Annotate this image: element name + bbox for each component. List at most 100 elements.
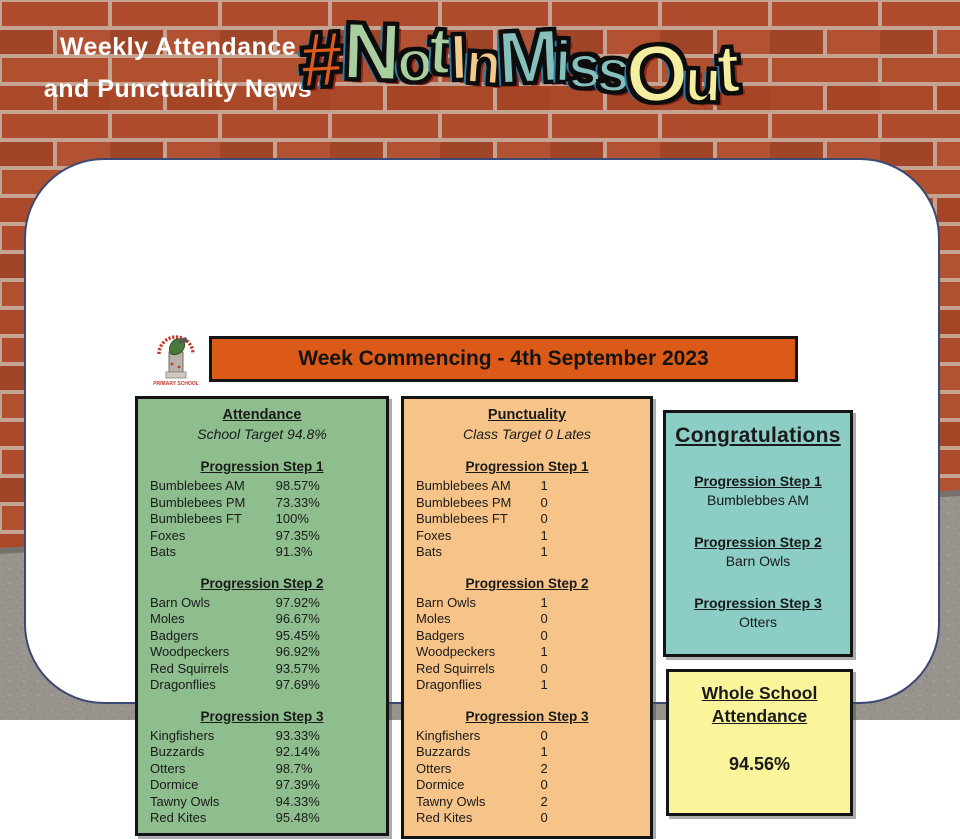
table-row: Badgers 95.45% [148, 628, 376, 645]
row-value: 1 [540, 677, 548, 692]
row-label: Dragonflies [150, 677, 216, 692]
congratulations-winner: Otters [738, 614, 778, 630]
page-title-line2: and Punctuality News [43, 75, 313, 103]
row-label: Red Squirrels [150, 660, 229, 676]
table-row: Bats 91.3% [148, 544, 376, 561]
row-value: 0 [540, 660, 548, 676]
punctuality-subtitle: Class Target 0 Lates [463, 426, 591, 442]
row-value: 2 [540, 760, 548, 776]
row-label: Dormice [416, 777, 465, 792]
row-value: 1 [540, 644, 548, 659]
row-value: 95.45% [275, 627, 320, 643]
section-header: Progression Step 3 [200, 708, 324, 724]
row-value: 96.67% [275, 611, 320, 626]
row-label: Dragonflies [416, 677, 482, 692]
punctuality-title: Punctuality [487, 407, 567, 423]
page-title-line1: Weekly Attendance [59, 33, 297, 61]
row-value: 92.14% [275, 744, 320, 759]
table-row: Buzzards 92.14% [148, 744, 376, 761]
row-value: 98.57% [275, 478, 320, 493]
row-label: Red Kites [150, 810, 207, 825]
row-value: 95.48% [275, 810, 320, 825]
row-label: Bumblebees FT [150, 511, 242, 526]
table-row: Dragonflies 1 [414, 677, 640, 694]
congratulations-step-header: Progression Step 3 [694, 595, 822, 611]
congratulations-entry: Progression Step 2 Barn Owls [674, 533, 842, 571]
row-label: Red Kites [416, 810, 473, 825]
table-row: Barn Owls 97.92% [148, 595, 376, 612]
row-value: 1 [540, 478, 548, 493]
row-label: Bumblebees PM [150, 494, 246, 510]
hashtag-letter: O [622, 26, 693, 122]
table-row: Bats 1 [414, 544, 640, 561]
table-row: Badgers 0 [414, 628, 640, 645]
table-row: Bumblebees FT 100% [148, 511, 376, 528]
row-label: Moles [150, 611, 185, 626]
week-banner: Week Commencing - 4th September 2023 [209, 336, 798, 382]
row-value: 1 [540, 744, 548, 759]
row-label: Bats [150, 544, 177, 559]
table-row: Red Kites 95.48% [148, 810, 376, 827]
table-row: Moles 0 [414, 611, 640, 628]
table-row: Kingfishers 0 [414, 728, 640, 745]
punctuality-panel: Punctuality Class Target 0 Lates Progres… [401, 396, 653, 839]
table-row: Woodpeckers 1 [414, 644, 640, 661]
section-header: Progression Step 2 [200, 575, 324, 591]
hashtag-letter: # [296, 13, 346, 106]
page-title: Weekly Attendance and Punctuality News [28, 26, 328, 110]
table-row: Woodpeckers 96.92% [148, 644, 376, 661]
school-logo-caption: PRIMARY SCHOOL [153, 381, 199, 387]
row-label: Bumblebees AM [416, 478, 511, 493]
row-label: Kingfishers [416, 727, 481, 743]
row-value: 93.33% [275, 727, 320, 743]
hashtag-letter: t [714, 29, 743, 109]
row-value: 94.33% [275, 793, 320, 809]
table-row: Bumblebees AM 98.57% [148, 478, 376, 495]
congratulations-panel: Congratulations Progression Step 1 Bumble… [663, 410, 853, 657]
row-value: 0 [540, 511, 548, 526]
table-row: Buzzards 1 [414, 744, 640, 761]
row-label: Tawny Owls [150, 793, 220, 809]
row-value: 0 [540, 494, 548, 510]
row-value: 1 [540, 544, 548, 559]
congratulations-entry: Progression Step 1 Bumblebbes AM [674, 472, 842, 510]
school-logo-roof [178, 337, 188, 344]
table-row: Tawny Owls 2 [414, 794, 640, 811]
row-label: Bumblebees FT [416, 511, 508, 526]
row-label: Buzzards [150, 744, 205, 759]
congratulations-winner: Barn Owls [725, 553, 791, 569]
section-header: Progression Step 2 [465, 575, 589, 591]
punctuality-table: Progression Step 1 Bumblebees AM 1 Bumblebe… [414, 458, 640, 827]
congratulations-step-header: Progression Step 2 [694, 534, 822, 550]
table-row: Kingfishers 93.33% [148, 728, 376, 745]
row-value: 73.33% [275, 494, 320, 510]
row-label: Bumblebees PM [416, 494, 512, 510]
table-row: Dormice 0 [414, 777, 640, 794]
attendance-table: Progression Step 1 Bumblebees AM 98.57% Bum… [148, 458, 376, 827]
row-value: 0 [540, 727, 548, 743]
table-row: Bumblebees FT 0 [414, 511, 640, 528]
row-value: 91.3% [275, 544, 313, 559]
table-row: Red Squirrels 93.57% [148, 661, 376, 678]
section-header: Progression Step 1 [200, 459, 324, 474]
week-banner-text: Week Commencing - 4th September 2023 [298, 347, 709, 370]
row-value: 1 [540, 594, 548, 610]
row-value: 100% [275, 511, 309, 526]
table-row: Bumblebees PM 73.33% [148, 495, 376, 512]
table-row: Dormice 97.39% [148, 777, 376, 794]
row-label: Woodpeckers [150, 644, 230, 659]
row-value: 97.92% [275, 594, 320, 610]
row-label: Red Squirrels [416, 660, 495, 676]
school-logo-base [165, 371, 187, 379]
row-label: Buzzards [416, 744, 471, 759]
row-label: Foxes [416, 527, 452, 543]
row-value: 98.7% [275, 760, 313, 776]
row-label: Moles [416, 611, 451, 626]
attendance-title: Attendance [222, 407, 302, 423]
row-label: Tawny Owls [416, 793, 486, 809]
row-value: 97.39% [275, 777, 320, 792]
table-row: Tawny Owls 94.33% [148, 794, 376, 811]
row-label: Foxes [150, 527, 186, 543]
